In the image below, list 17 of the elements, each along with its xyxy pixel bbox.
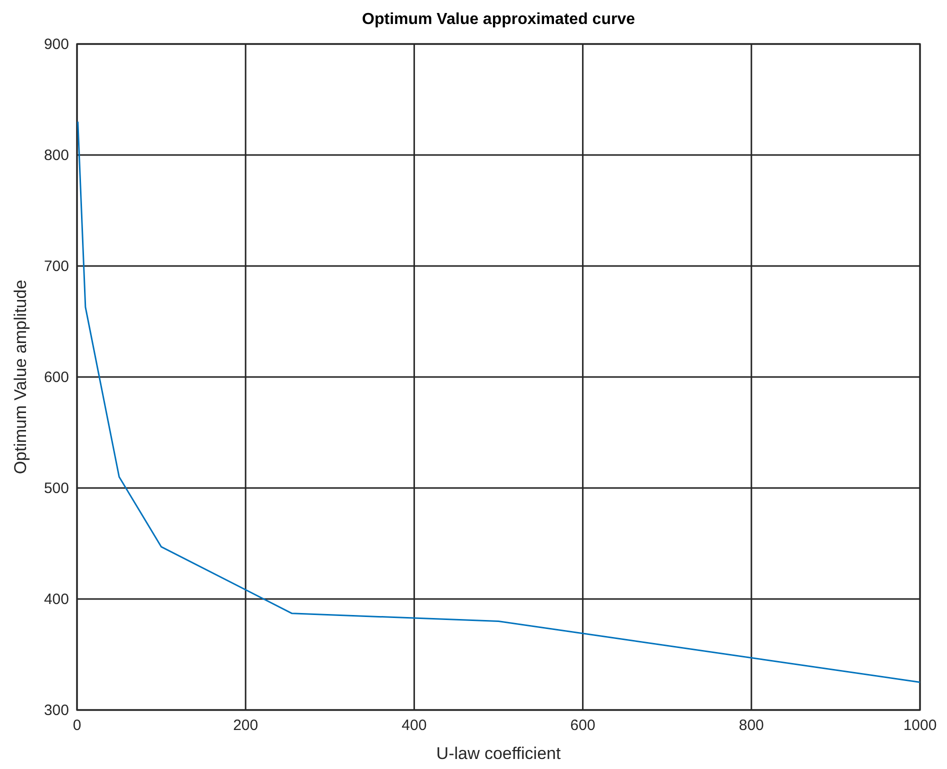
y-tick-label: 600 xyxy=(44,369,69,386)
x-tick-label: 600 xyxy=(570,717,596,734)
y-tick-label: 700 xyxy=(44,258,69,275)
y-tick-label: 500 xyxy=(44,480,69,497)
y-axis-title: Optimum Value amplitude xyxy=(11,280,30,474)
y-tick-label: 800 xyxy=(44,147,69,164)
y-tick-label: 900 xyxy=(44,36,69,53)
line-series xyxy=(77,120,921,683)
chart-title: Optimum Value approximated curve xyxy=(362,11,636,28)
x-tick-label: 1000 xyxy=(903,717,937,734)
x-axis-title: U-law coefficient xyxy=(436,744,561,763)
y-tick-label: 300 xyxy=(44,702,69,719)
y-tick-label: 400 xyxy=(44,591,69,608)
x-tick-label: 0 xyxy=(72,717,82,734)
x-tick-label: 800 xyxy=(738,717,764,734)
x-tick-label: 400 xyxy=(402,717,427,734)
x-tick-label: 200 xyxy=(233,717,258,734)
